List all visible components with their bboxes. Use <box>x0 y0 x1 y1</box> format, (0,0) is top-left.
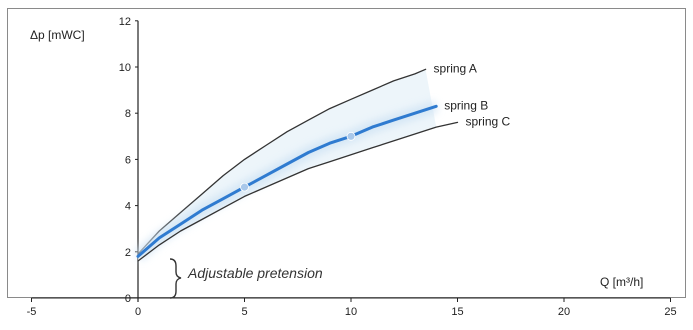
y-axis-title: Δp [mWC] <box>30 28 85 42</box>
data-marker <box>347 132 355 140</box>
series-labels: spring A spring B spring C <box>434 61 511 128</box>
tick-marks: 0 2 4 6 8 10 12 -5 0 5 10 15 20 25 <box>27 16 677 318</box>
y-tick-label: 8 <box>125 108 131 120</box>
y-tick-label: 4 <box>125 201 131 213</box>
y-tick-label: 6 <box>125 154 131 166</box>
y-tick-label: 12 <box>119 16 131 28</box>
x-tick-label: 10 <box>345 306 357 318</box>
series-label-spring-a: spring A <box>434 61 477 75</box>
x-axis-title: Q [m³/h] <box>600 275 643 289</box>
x-tick-label: 0 <box>135 306 141 318</box>
y-tick-label: 2 <box>125 247 131 259</box>
x-tick-label: 25 <box>664 306 676 318</box>
y-tick-label: 0 <box>125 293 131 305</box>
x-tick-label: 20 <box>558 306 570 318</box>
series-label-spring-c: spring C <box>466 114 511 128</box>
pretension-brace-icon <box>170 259 181 298</box>
x-tick-label: 15 <box>451 306 463 318</box>
x-tick-label: 5 <box>241 306 247 318</box>
y-tick-label: 10 <box>119 62 131 74</box>
data-marker <box>241 183 249 191</box>
series-label-spring-b: spring B <box>444 98 488 112</box>
x-tick-label: -5 <box>27 306 37 318</box>
pretension-annotation: Adjustable pretension <box>187 265 323 281</box>
